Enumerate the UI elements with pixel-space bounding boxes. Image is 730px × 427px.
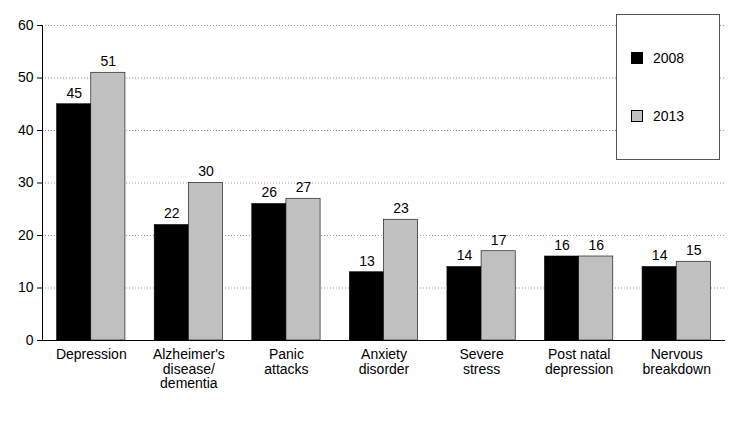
- svg-text:30: 30: [18, 174, 34, 190]
- svg-text:60: 60: [18, 17, 34, 33]
- svg-text:Depression: Depression: [56, 346, 127, 362]
- svg-text:20: 20: [18, 227, 34, 243]
- svg-text:15: 15: [686, 242, 702, 258]
- html-text:2008: 2008: [653, 50, 685, 66]
- svg-text:51: 51: [101, 53, 117, 69]
- svg-text:50: 50: [18, 69, 34, 85]
- svg-text:45: 45: [66, 85, 82, 101]
- svg-text:23: 23: [393, 200, 409, 216]
- svg-text:26: 26: [262, 184, 278, 200]
- svg-text:40: 40: [18, 122, 34, 138]
- svg-text:30: 30: [198, 163, 214, 179]
- svg-text:13: 13: [359, 253, 375, 269]
- svg-text:14: 14: [652, 247, 668, 263]
- svg-text:0: 0: [26, 332, 34, 348]
- svg-text:17: 17: [491, 232, 507, 248]
- html-text:2013: 2013: [653, 108, 685, 124]
- svg-text:Severestress: Severestress: [459, 346, 504, 377]
- svg-text:Panicattacks: Panicattacks: [264, 346, 308, 377]
- svg-text:27: 27: [296, 179, 312, 195]
- svg-text:Post nataldepression: Post nataldepression: [545, 346, 614, 377]
- svg-text:Nervousbreakdown: Nervousbreakdown: [642, 346, 711, 377]
- svg-text:14: 14: [457, 247, 473, 263]
- svg-text:22: 22: [164, 205, 180, 221]
- svg-text:Alzheimer'sdisease/dementia: Alzheimer'sdisease/dementia: [153, 346, 225, 391]
- svg-text:16: 16: [554, 237, 570, 253]
- svg-text:Anxietydisorder: Anxietydisorder: [359, 346, 410, 377]
- svg-text:16: 16: [588, 237, 604, 253]
- svg-text:10: 10: [18, 279, 34, 295]
